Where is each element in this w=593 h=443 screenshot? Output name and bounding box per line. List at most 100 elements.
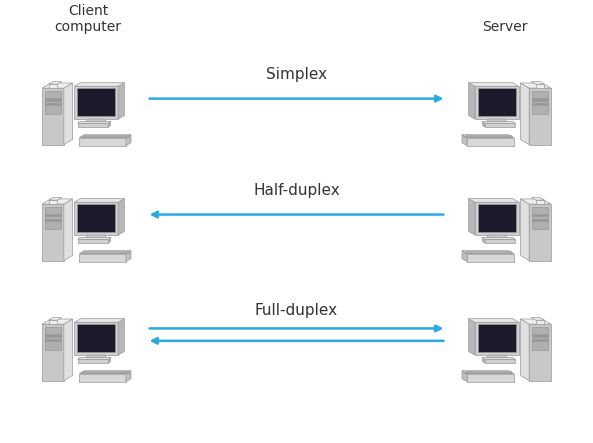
Polygon shape [49,84,58,88]
Polygon shape [79,135,131,138]
Polygon shape [77,204,115,232]
Text: Half-duplex: Half-duplex [253,183,340,198]
Polygon shape [74,86,118,119]
Polygon shape [462,135,514,138]
Polygon shape [486,119,508,124]
Text: Server: Server [482,20,528,35]
Polygon shape [79,251,131,253]
Polygon shape [467,374,514,382]
Polygon shape [462,371,467,382]
Polygon shape [531,82,544,84]
Polygon shape [532,334,549,337]
Polygon shape [531,198,544,200]
Polygon shape [535,320,544,324]
Polygon shape [126,371,131,382]
Polygon shape [44,214,61,217]
Polygon shape [464,252,512,253]
Polygon shape [535,84,544,88]
Polygon shape [126,135,131,146]
Polygon shape [532,103,549,105]
Polygon shape [44,339,61,341]
Polygon shape [468,319,475,355]
Polygon shape [44,91,61,113]
Polygon shape [77,88,115,116]
Polygon shape [486,355,508,359]
Polygon shape [78,124,109,127]
Polygon shape [49,198,62,200]
Polygon shape [81,252,129,253]
Polygon shape [82,371,128,372]
Polygon shape [49,320,58,324]
Polygon shape [529,324,551,381]
Polygon shape [118,83,125,119]
Polygon shape [44,98,61,101]
Polygon shape [484,359,515,363]
Polygon shape [535,200,544,204]
Polygon shape [467,138,514,146]
Polygon shape [483,237,484,243]
Polygon shape [521,83,529,144]
Polygon shape [486,235,508,239]
Polygon shape [78,358,110,359]
Polygon shape [109,121,110,127]
Polygon shape [74,319,125,323]
Polygon shape [78,359,109,363]
Polygon shape [521,199,551,204]
Polygon shape [64,319,72,381]
Polygon shape [483,121,515,124]
Polygon shape [126,251,131,262]
Polygon shape [462,251,514,253]
Polygon shape [483,358,484,363]
Polygon shape [532,91,549,113]
Polygon shape [529,204,551,260]
Polygon shape [483,237,515,239]
Polygon shape [109,358,110,363]
Polygon shape [44,219,61,221]
Polygon shape [462,135,467,146]
Polygon shape [44,207,61,229]
Polygon shape [118,198,125,235]
Polygon shape [78,239,109,243]
Polygon shape [468,83,475,119]
Polygon shape [462,371,514,374]
Polygon shape [74,198,125,202]
Polygon shape [521,83,551,88]
Polygon shape [478,204,516,232]
Polygon shape [42,88,64,144]
Text: Client
computer: Client computer [55,4,122,35]
Polygon shape [521,319,551,324]
Polygon shape [49,200,58,204]
Polygon shape [468,83,519,86]
Polygon shape [74,202,118,235]
Polygon shape [79,253,126,262]
Polygon shape [42,319,72,324]
Polygon shape [79,374,126,382]
Polygon shape [465,371,511,372]
Polygon shape [49,318,62,320]
Polygon shape [521,319,529,381]
Polygon shape [478,88,516,116]
Polygon shape [44,103,61,105]
Polygon shape [81,372,129,373]
Polygon shape [468,198,519,202]
Text: Full-duplex: Full-duplex [255,303,338,318]
Polygon shape [49,82,62,84]
Polygon shape [478,324,516,352]
Polygon shape [532,98,549,101]
Polygon shape [82,251,128,252]
Polygon shape [78,237,110,239]
Polygon shape [468,198,475,235]
Polygon shape [484,124,515,127]
Polygon shape [42,83,72,88]
Polygon shape [467,253,514,262]
Polygon shape [532,339,549,341]
Polygon shape [532,214,549,217]
Text: Simplex: Simplex [266,67,327,82]
Polygon shape [77,324,115,352]
Polygon shape [79,371,131,374]
Polygon shape [465,135,511,136]
Polygon shape [532,207,549,229]
Polygon shape [484,239,515,243]
Polygon shape [85,235,107,239]
Polygon shape [79,138,126,146]
